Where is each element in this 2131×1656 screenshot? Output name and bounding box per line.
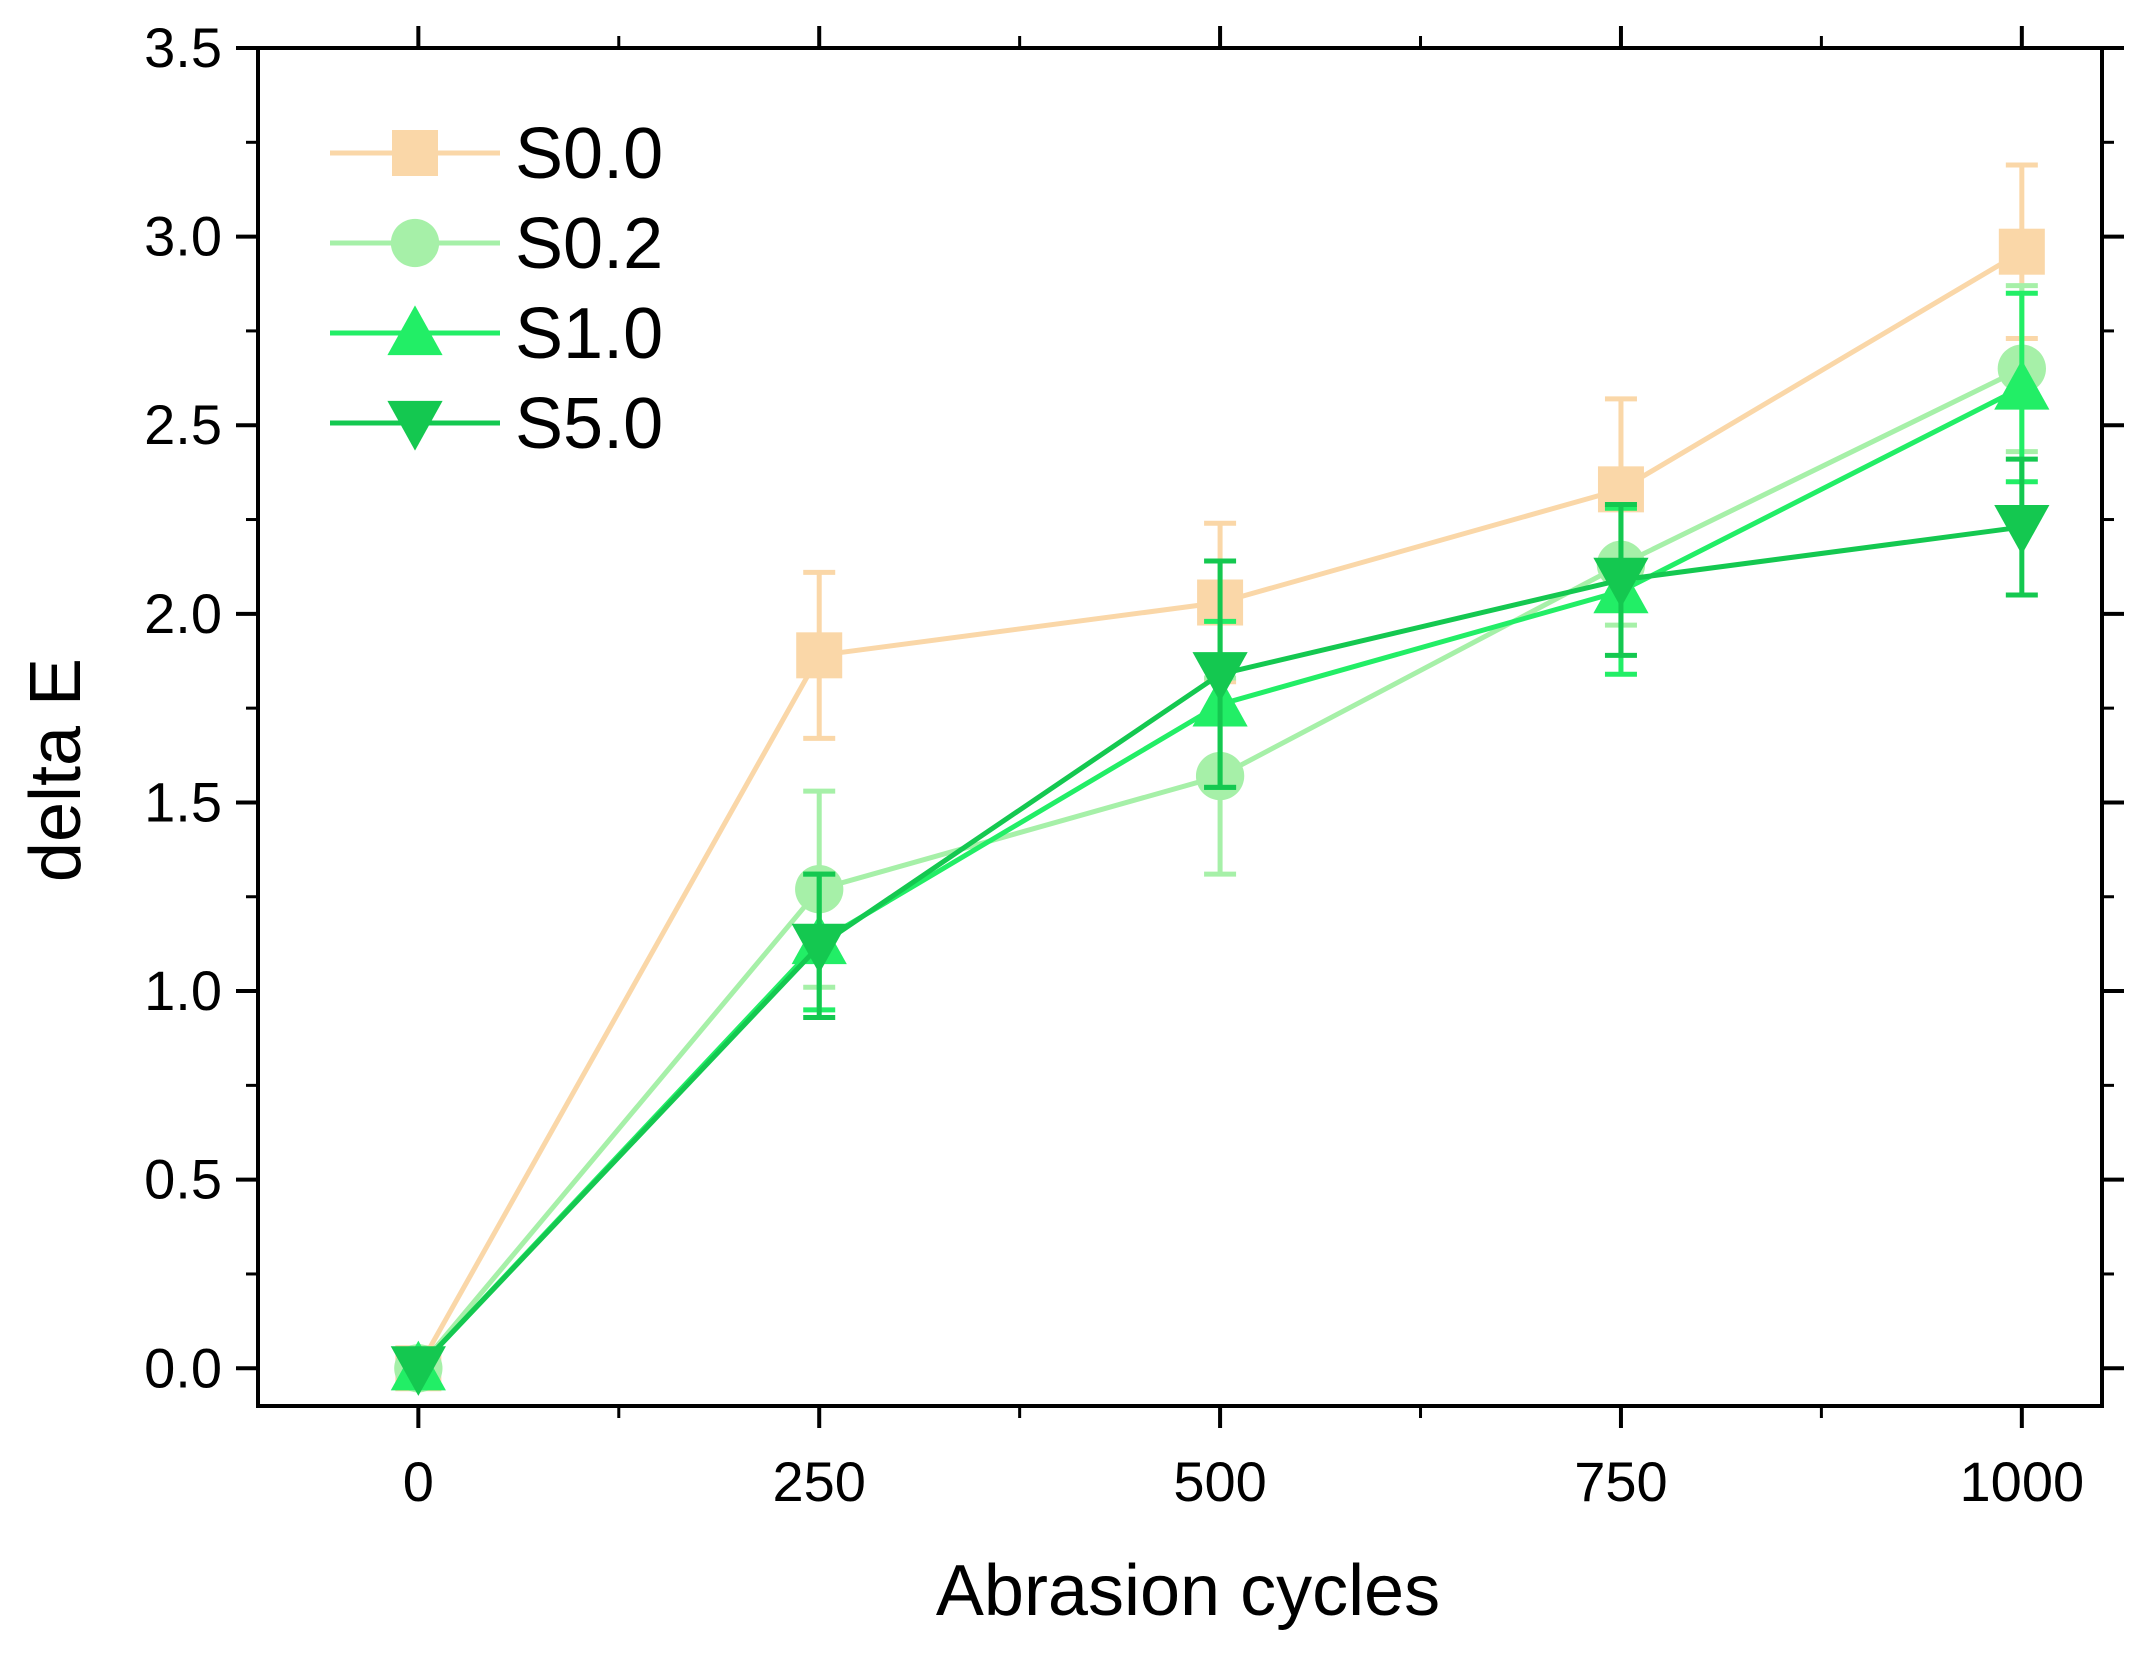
series-layer	[390, 162, 2050, 1396]
legend-marker	[387, 400, 443, 451]
legend-label: S0.0	[515, 114, 663, 194]
x-axis-title: Abrasion cycles	[936, 1551, 1440, 1631]
data-point	[1192, 652, 1248, 702]
x-tick-label: 250	[772, 1450, 865, 1513]
data-point	[1994, 359, 2050, 410]
x-tick-label: 1000	[1960, 1450, 2085, 1513]
series-S5.0	[390, 456, 2050, 1396]
legend-marker	[392, 130, 438, 176]
y-tick-label: 0.0	[144, 1336, 222, 1399]
y-tick-label: 3.5	[144, 16, 222, 79]
plot-frame	[256, 46, 2104, 1408]
y-tick-label: 2.5	[144, 393, 222, 456]
legend-item: S0.2	[330, 204, 663, 284]
legend-label: S5.0	[515, 384, 663, 464]
y-tick-label: 1.0	[144, 959, 222, 1022]
x-tick-label: 0	[403, 1450, 434, 1513]
data-point	[1994, 504, 2050, 555]
x-tick-label: 500	[1173, 1450, 1266, 1513]
legend-item: S5.0	[330, 384, 663, 464]
plot-border	[256, 46, 2104, 1408]
data-point	[390, 1346, 446, 1396]
data-point	[796, 632, 843, 679]
legend-label: S1.0	[515, 294, 663, 374]
x-tick-label: 750	[1574, 1450, 1667, 1513]
legend-item: S0.0	[330, 114, 663, 194]
y-tick-label: 1.5	[144, 770, 222, 833]
data-point	[791, 923, 847, 974]
legend-marker	[390, 218, 440, 268]
y-tick-label: 2.0	[144, 582, 222, 645]
y-tick-label: 0.5	[144, 1148, 222, 1211]
y-axis: 0.0 0.5 1.0 1.5 2.0 2.5 3.0 3.5	[144, 16, 2124, 1399]
x-axis: 0 250 500 750 1000	[403, 26, 2084, 1513]
legend: S0.0 S0.2 S1.0 S5.0	[330, 114, 663, 464]
legend-marker	[387, 305, 443, 356]
legend-item: S1.0	[330, 294, 663, 374]
data-point	[1998, 228, 2045, 275]
data-point	[1593, 557, 1649, 608]
legend-label: S0.2	[515, 204, 663, 284]
y-axis-title: delta E	[16, 658, 96, 882]
y-tick-label: 3.0	[144, 205, 222, 268]
